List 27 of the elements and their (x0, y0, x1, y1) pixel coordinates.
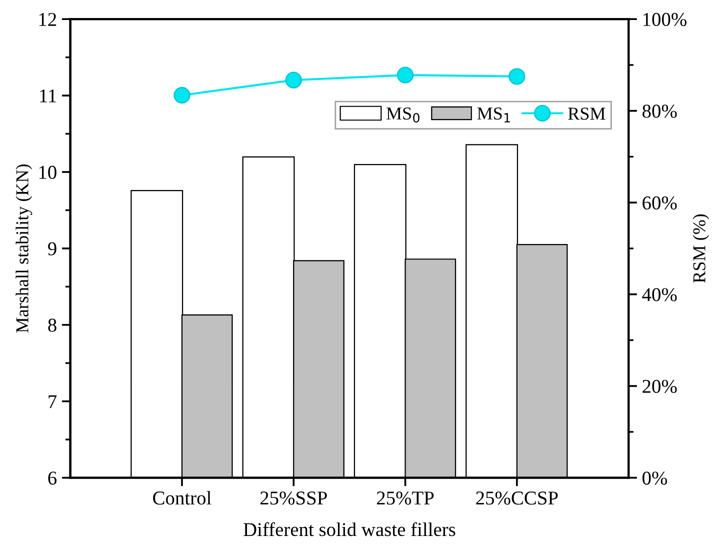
point (508, 68, 526, 85)
y-tick-label: 6 (48, 472, 57, 485)
y2-tick-label: 40% (642, 288, 677, 302)
y-axis-title: Marshall stability (KN) (16, 164, 32, 333)
x-tick-label: Control (153, 490, 212, 505)
x-tick-label: 25%CCSP (476, 492, 558, 505)
point (174, 86, 190, 104)
y-tick-label: 10 (39, 166, 56, 179)
y-tick-label: 9 (48, 242, 56, 256)
y-tick-label: 11 (40, 89, 56, 102)
y2-tick-label: 100% (643, 12, 686, 26)
x-axis-title: Different solid waste fillers (244, 522, 456, 536)
legend-label: MS$_{1}$ (477, 107, 510, 122)
x-tick-label: 25%TP (376, 492, 434, 505)
point (285, 72, 302, 88)
x-tick-label: 25%SSP (260, 492, 327, 505)
y2-tick-label: 60% (642, 196, 677, 210)
y-tick-label: 7 (48, 395, 57, 408)
legend-label: RSM (568, 108, 606, 120)
y-tick-label: 12 (39, 12, 56, 26)
y2-tick-label: 20% (642, 380, 677, 394)
legend-label: MS$_{0}$ (386, 107, 420, 123)
y2-axis-title: RSM (%) (692, 214, 710, 283)
y-tick-label: 8 (48, 318, 56, 332)
y2-tick-label: 0% (642, 472, 668, 485)
point (396, 66, 414, 84)
y2-tick-label: 80% (642, 104, 677, 118)
